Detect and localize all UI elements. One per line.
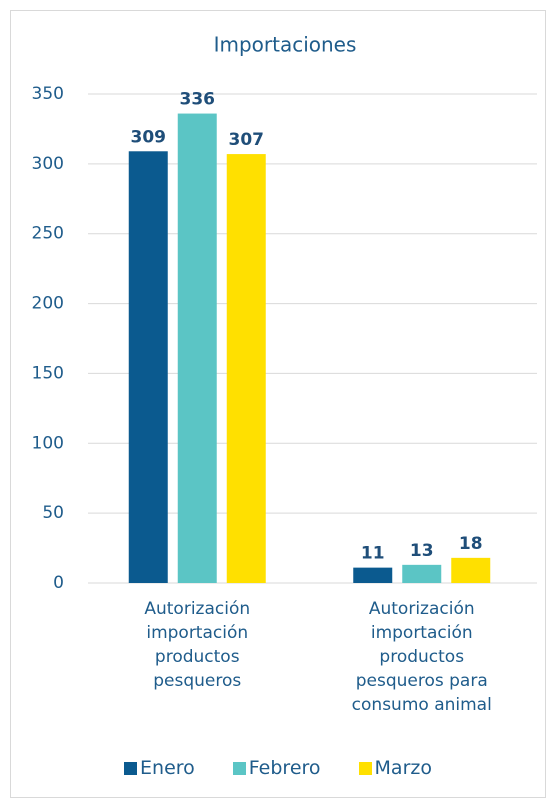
legend-item: Febrero: [232, 757, 321, 779]
y-tick-label: 50: [42, 503, 64, 523]
legend-item: Enero: [124, 757, 195, 779]
bar: [353, 567, 393, 583]
data-label: 336: [180, 90, 216, 110]
legend-swatch: [232, 761, 246, 775]
y-tick-label: 200: [32, 294, 64, 314]
y-tick-label: 0: [53, 573, 64, 593]
y-tick-label: 300: [32, 154, 64, 174]
data-label: 309: [131, 127, 167, 147]
legend-label: Enero: [140, 757, 195, 779]
y-tick-label: 150: [32, 363, 64, 383]
bar: [177, 113, 217, 583]
bar: [402, 564, 442, 583]
legend-swatch: [124, 761, 138, 775]
bar: [128, 151, 168, 584]
bar: [226, 154, 266, 583]
y-tick-label: 350: [32, 84, 64, 104]
data-label: 11: [361, 544, 385, 564]
y-tick-label: 100: [32, 433, 64, 453]
x-tick-label: Autorización importación productos pesqu…: [351, 599, 492, 715]
bar: [451, 557, 491, 583]
legend-swatch: [358, 761, 372, 775]
legend-label: Marzo: [374, 757, 432, 779]
chart-title: Importaciones: [214, 33, 357, 57]
y-tick-label: 250: [32, 224, 64, 244]
data-label: 13: [410, 541, 434, 561]
x-tick-label: Autorización importación productos pesqu…: [144, 599, 251, 691]
legend-item: Marzo: [358, 757, 432, 779]
data-label: 307: [229, 130, 265, 150]
legend: Enero Febrero Marzo: [0, 757, 556, 779]
data-label: 18: [459, 534, 483, 554]
legend-label: Febrero: [248, 757, 321, 779]
